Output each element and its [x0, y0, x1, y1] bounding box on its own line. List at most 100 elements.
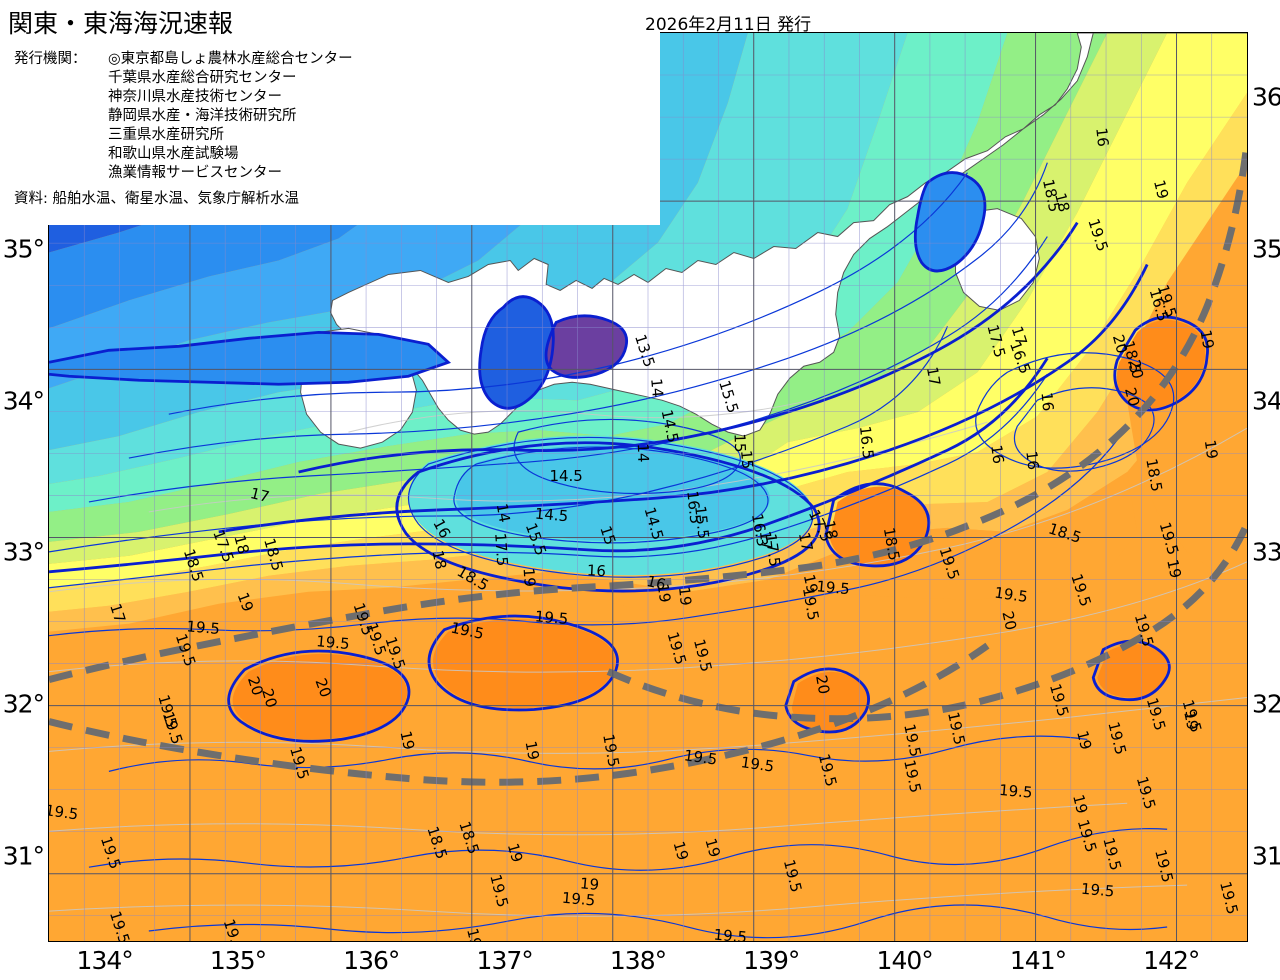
lat-tick-right-4: 32° — [1252, 689, 1280, 719]
contour-label: 19.5 — [534, 607, 569, 628]
contour-label: 19 — [463, 926, 485, 941]
contour-label: 17 — [923, 365, 944, 387]
contour-label: 14.5 — [534, 505, 569, 526]
contour-label: 14.5 — [549, 467, 582, 485]
contour-label: 19 — [800, 573, 822, 595]
contour-label: 20 — [244, 674, 267, 698]
lon-tick-bottom-1: 135° — [209, 946, 267, 975]
contour-label: 19 — [1201, 439, 1221, 460]
contour-label: 19.5 — [316, 632, 351, 653]
lat-tick-right-5: 31° — [1252, 841, 1280, 871]
contour-label: 19 — [579, 874, 600, 894]
contour-label: 14 — [493, 502, 514, 524]
contour-label: 17 — [106, 601, 129, 625]
contour-label: 20 — [1109, 332, 1131, 355]
lat-tick-left-4: 32° — [2, 689, 45, 719]
contour-label: 19.5 — [713, 926, 748, 941]
lat-tick-right-3: 33° — [1252, 537, 1280, 567]
lat-tick-right-0: 36° — [1252, 82, 1280, 112]
lat-tick-left-1: 35° — [2, 234, 45, 264]
contour-label: 19 — [522, 740, 543, 762]
lon-tick-top-2: 136° — [343, 0, 400, 27]
contour-label: 15 — [596, 524, 619, 548]
contour-label: 16 — [1092, 127, 1112, 148]
contour-label: 17.5 — [762, 532, 784, 568]
contour-label: 20 — [999, 609, 1021, 631]
contour-label: 19.5 — [740, 753, 776, 775]
lat-tick-left-3: 33° — [2, 537, 45, 567]
contour-label: 18 — [428, 549, 450, 571]
contour-label: 19.5 — [683, 746, 719, 768]
contour-label: 19.5 — [599, 733, 623, 769]
contour-label: 18 — [1051, 191, 1073, 214]
contour-label: 19.5 — [561, 889, 596, 910]
warm-patch-20-east — [1097, 644, 1169, 698]
contour-label: 19.5 — [993, 584, 1029, 606]
contour-label: 19 — [397, 729, 419, 751]
contour-label: 19 — [504, 841, 527, 864]
contour-label: 16.5 — [683, 490, 704, 525]
issuer-0: ◎東京都島しょ農林水産総合センター — [108, 51, 353, 67]
contour-label: 18 — [820, 519, 842, 541]
lon-tick-bottom-8: 142° — [1143, 946, 1200, 975]
seto-inland-sea-cold — [49, 332, 449, 385]
contour-label: 20 — [1125, 358, 1147, 380]
contour-label: 14 — [647, 378, 667, 399]
tokyo-bay-cold — [915, 172, 985, 272]
contour-label: 20 — [1121, 386, 1143, 409]
contour-label: 15 — [731, 433, 750, 453]
lon-tick-bottom-7: 141° — [1009, 946, 1067, 975]
issuer-block: 発行機関： ◎東京都島しょ農林水産総合センター 千葉県水産総合研究センター 神奈… — [14, 50, 353, 183]
lat-tick-right-1: 35° — [1252, 234, 1280, 264]
lon-tick-bottom-0: 134° — [76, 946, 134, 975]
issuer-3: 静岡県水産・海洋技術研究所 — [108, 108, 297, 124]
lon-tick-bottom-2: 136° — [343, 946, 400, 975]
warm-patch-20-west — [232, 653, 408, 740]
lon-tick-top-3: 137° — [476, 0, 534, 27]
contour-label: 20 — [258, 687, 281, 710]
contour-label: 18.5 — [880, 526, 904, 562]
contour-label: 16.5 — [856, 425, 877, 460]
contour-label: 16 — [987, 444, 1007, 465]
warm-patch-19-izu — [829, 486, 929, 566]
contour-label: 19.5 — [186, 617, 221, 638]
issuer-5: 和歌山県水産試験場 — [108, 146, 239, 162]
contour-label: 17.5 — [491, 532, 511, 567]
contour-label: 16 — [586, 561, 606, 580]
lon-tick-bottom-5: 139° — [743, 946, 800, 975]
data-source-note: 資料: 船舶水温、衛星水温、気象庁解析水温 — [14, 191, 299, 207]
isotherm-bold-contours — [49, 171, 1209, 743]
contour-label: 15 — [737, 449, 757, 470]
contour-label: 19 — [675, 586, 695, 607]
contour-label: 16 — [645, 572, 668, 594]
header-strip-right — [596, 0, 1200, 30]
kuroshio-axis[interactable] — [49, 142, 1247, 786]
contour-label: 16.3 — [748, 512, 772, 548]
publish-date: 2026年2月11日 発行 — [645, 15, 812, 35]
contour-label: 19.5 — [1080, 880, 1115, 901]
contour-label: 20 — [312, 676, 335, 700]
contour-label: 19.5 — [816, 577, 851, 598]
lon-tick-bottom-4: 138° — [609, 946, 667, 975]
isotherm-thin-contours — [49, 162, 1175, 939]
contour-label: 14 — [634, 443, 653, 463]
contour-label: 19 — [520, 567, 539, 587]
contour-label: 19 — [654, 582, 674, 603]
contour-label: 19 — [1073, 729, 1095, 752]
contour-label: 17 — [1008, 324, 1031, 348]
band-18-5 — [49, 92, 1247, 612]
lat-tick-left-2: 34° — [2, 386, 45, 416]
contour-label: 19 — [234, 590, 257, 614]
mikawa-bay-cold — [546, 315, 627, 378]
lat-tick-left-5: 31° — [2, 841, 45, 871]
lon-tick-bottom-3: 137° — [476, 946, 534, 975]
issuer-4: 三重県水産研究所 — [108, 127, 224, 143]
contour-label: 19 — [669, 839, 692, 862]
contour-label: 18 — [230, 533, 252, 556]
contour-label: 15.5 — [691, 505, 712, 540]
band-19-0 — [49, 162, 1247, 632]
contour-label: 19.5 — [799, 586, 823, 622]
contour-label: 19 — [1196, 329, 1217, 351]
contour-label: 19 — [701, 836, 724, 859]
